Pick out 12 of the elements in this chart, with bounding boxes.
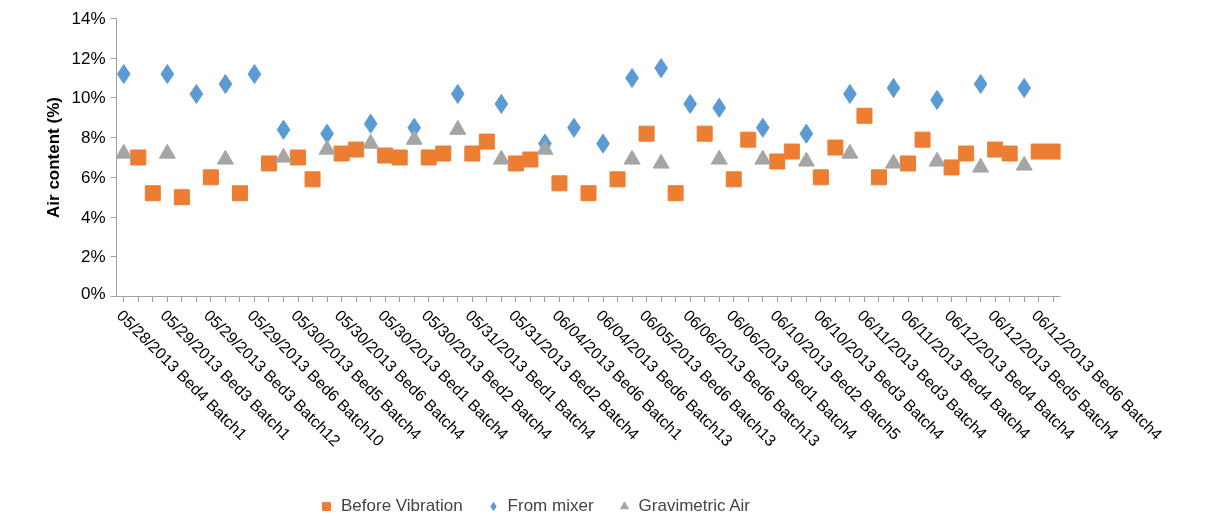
legend-label: Gravimetric Air: [638, 496, 751, 516]
legend-label: Before Vibration: [341, 496, 463, 516]
y-tick-label: 6%: [80, 167, 106, 187]
y-tick-label: 8%: [80, 128, 106, 148]
y-tick-label: 4%: [80, 207, 106, 227]
y-tick-label: 10%: [71, 88, 106, 108]
y-tick-label: 2%: [80, 247, 106, 267]
y-tick-label: 0%: [80, 283, 106, 303]
y-axis-title: Air content (%): [44, 97, 64, 218]
legend-label: From mixer: [507, 496, 594, 516]
y-tick-label: 14%: [71, 9, 106, 28]
y-tick-label: 12%: [71, 48, 106, 68]
